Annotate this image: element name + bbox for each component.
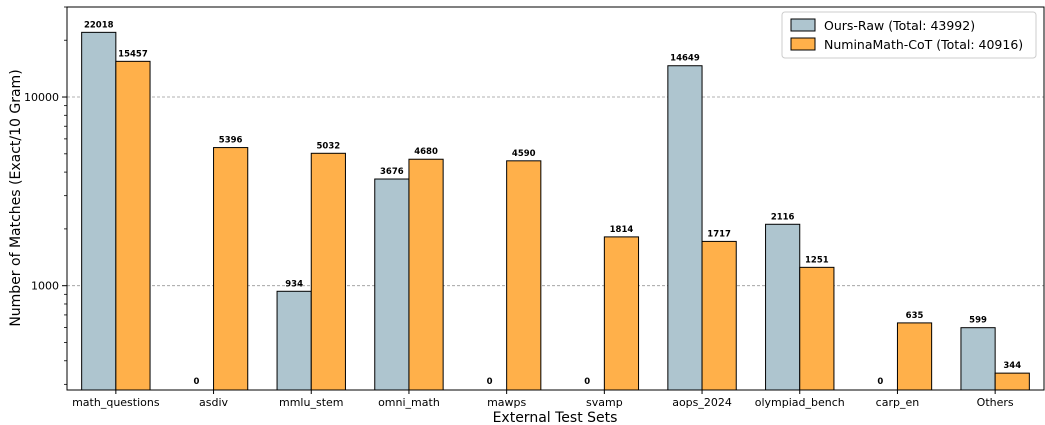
y-axis-title: Number of Matches (Exact/10 Gram)	[8, 69, 24, 326]
x-tick-label: svamp	[586, 396, 623, 409]
plot-frame	[66, 6, 1045, 391]
bar	[765, 223, 801, 391]
bar	[960, 327, 996, 391]
bar	[374, 178, 410, 391]
x-axis-title: External Test Sets	[493, 410, 618, 425]
bar	[506, 160, 542, 391]
bars	[81, 31, 1030, 391]
data-label: 5396	[219, 136, 243, 146]
y-tick-label: 1000	[31, 280, 59, 293]
bar	[667, 65, 703, 391]
legend-swatch	[790, 18, 816, 32]
legend: Ours-Raw (Total: 43992) NuminaMath-CoT (T…	[781, 11, 1037, 59]
x-tick-label: mmlu_stem	[279, 396, 344, 409]
data-label: 934	[285, 279, 303, 289]
data-label: 4680	[414, 147, 438, 157]
data-label: 0	[877, 377, 883, 387]
bar	[213, 147, 249, 391]
data-label: 2116	[771, 212, 795, 222]
data-label: 635	[906, 311, 924, 321]
data-label: 14649	[670, 54, 700, 64]
x-tick-label: math_questions	[72, 396, 160, 409]
legend-box	[781, 11, 1037, 59]
x-tick-label: omni_math	[378, 396, 440, 409]
legend-label: Ours-Raw (Total: 43992)	[824, 18, 975, 33]
x-tick-label: olympiad_bench	[755, 396, 845, 409]
bar	[603, 236, 640, 391]
x-tick-label: carp_en	[876, 396, 920, 409]
data-label: 0	[584, 377, 590, 387]
x-axis: math_questions asdiv mmlu_stem omni_math maw…	[72, 390, 1014, 409]
y-axis: 1000 10000	[24, 6, 67, 385]
bar	[799, 266, 835, 391]
data-label: 1814	[610, 225, 634, 235]
data-label: 5032	[317, 141, 341, 151]
data-label: 4590	[512, 149, 536, 159]
data-label: 599	[969, 316, 987, 326]
bar	[408, 158, 444, 391]
data-label: 0	[487, 377, 493, 387]
x-tick-label: aops_2024	[672, 396, 732, 409]
data-label: 1717	[707, 229, 731, 239]
bar	[896, 322, 933, 391]
bar	[81, 31, 117, 391]
data-label: 3676	[380, 167, 404, 177]
data-label: 0	[193, 377, 199, 387]
data-label: 15457	[118, 49, 148, 59]
x-tick-label: mawps	[487, 396, 526, 409]
bar	[115, 60, 151, 391]
legend-label: NuminaMath-CoT (Total: 40916)	[824, 37, 1023, 52]
data-label: 344	[1003, 361, 1021, 371]
y-tick-label: 10000	[24, 91, 59, 104]
x-tick-label: Others	[977, 396, 1014, 409]
x-tick-label: asdiv	[199, 396, 229, 409]
bar	[310, 152, 346, 391]
legend-swatch	[790, 37, 816, 51]
bar	[994, 372, 1030, 391]
bar	[701, 240, 737, 391]
bar	[276, 290, 312, 391]
data-label: 22018	[84, 20, 114, 30]
data-label: 1251	[805, 255, 829, 265]
data-labels: 22018 15457 0 5396 934 5032 3676 4680 0 4590 0 1814…	[84, 20, 1021, 387]
